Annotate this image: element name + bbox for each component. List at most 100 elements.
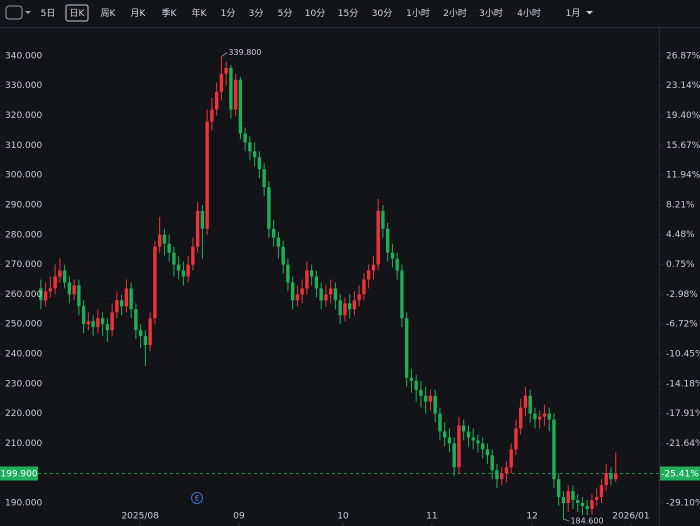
tab[interactable]: 月K xyxy=(131,8,147,19)
toolbar-icon-arrow xyxy=(25,11,31,14)
candle-body xyxy=(414,380,418,390)
candle-body xyxy=(314,276,319,289)
candle-body xyxy=(385,228,390,253)
candle-body xyxy=(538,416,542,420)
candle-body xyxy=(276,237,281,247)
range-select[interactable]: 1月 xyxy=(566,8,581,19)
candle-body xyxy=(518,407,523,429)
y-tick-label: 230.000 xyxy=(5,379,42,389)
y-tick-label: 270.000 xyxy=(5,260,42,270)
candle-body xyxy=(205,121,209,229)
x-tick-label: 2025/08 xyxy=(121,512,159,522)
candle-body xyxy=(542,413,547,417)
plot xyxy=(38,56,659,520)
tab[interactable]: 3小时 xyxy=(479,7,503,19)
candle-body xyxy=(362,279,366,295)
tab[interactable]: 周K xyxy=(101,8,117,19)
candle-body xyxy=(214,91,219,110)
y2-tick-label: -6.72% xyxy=(666,320,698,330)
candle-body xyxy=(110,312,114,331)
candle-body xyxy=(466,431,471,438)
candle-body xyxy=(523,395,528,408)
tab[interactable]: 15分 xyxy=(338,8,358,19)
candle-body xyxy=(480,443,485,450)
candle-body xyxy=(590,500,594,509)
tab-selected-box xyxy=(65,4,89,22)
y-tick-label: 250.000 xyxy=(5,320,42,330)
y2-tick-label: 8.21% xyxy=(666,200,695,210)
candle-body xyxy=(447,437,452,444)
candle-body xyxy=(343,303,347,316)
candle-body xyxy=(91,321,95,328)
candle-body xyxy=(210,109,214,122)
event-icon[interactable] xyxy=(191,492,203,504)
candle-body xyxy=(381,210,385,229)
candle-body xyxy=(395,258,399,271)
candle-body xyxy=(77,285,81,307)
tab[interactable]: 30分 xyxy=(372,8,392,19)
candle-body xyxy=(561,497,566,504)
candle-body xyxy=(338,300,342,316)
candle-body xyxy=(238,79,243,134)
y2-tick-label: 23.14% xyxy=(666,81,700,91)
candle-body xyxy=(547,413,551,420)
candle-body xyxy=(347,303,352,310)
candle-body xyxy=(309,270,314,277)
candle-body xyxy=(115,300,119,313)
candle-body xyxy=(533,413,537,420)
y2-tick-label: -17.91% xyxy=(666,409,700,419)
tab[interactable]: 季K xyxy=(162,7,178,19)
candle-body xyxy=(257,157,262,170)
tab[interactable]: 4小时 xyxy=(517,7,541,19)
candle-body xyxy=(442,431,447,438)
tab[interactable]: 1小时 xyxy=(406,7,430,19)
candle-body xyxy=(105,324,110,331)
tab[interactable]: 日K xyxy=(70,8,86,19)
candle-body xyxy=(490,455,494,471)
tab[interactable]: 2小时 xyxy=(443,7,467,19)
candle-body xyxy=(499,473,504,480)
candle-body xyxy=(404,318,409,378)
y2-tick-label: -2.98% xyxy=(666,290,698,300)
candle-body xyxy=(371,264,376,271)
candle-body xyxy=(138,330,143,337)
y2-tick-label: -29.10% xyxy=(666,498,700,508)
event-label: E xyxy=(195,495,199,503)
tab[interactable]: 5分 xyxy=(278,8,293,19)
candle-body xyxy=(305,270,309,289)
tab[interactable]: 10分 xyxy=(305,8,325,19)
candle-body xyxy=(328,288,333,295)
candle-body xyxy=(119,300,124,307)
y-tick-label: 220.000 xyxy=(5,409,42,419)
x-tick-label: 09 xyxy=(233,512,245,522)
tab[interactable]: 1分 xyxy=(221,8,236,19)
candle-body xyxy=(504,467,509,474)
tab[interactable]: 年K xyxy=(192,7,208,19)
tab[interactable]: 5日 xyxy=(41,8,56,19)
candle-body xyxy=(514,428,518,450)
candle-body xyxy=(324,294,328,301)
candle-body xyxy=(333,288,338,301)
candle-body xyxy=(48,288,53,292)
y-tick-label: 210.000 xyxy=(5,439,42,449)
y-tick-label: 280.000 xyxy=(5,230,42,240)
y-tick-label: 310.000 xyxy=(5,141,42,151)
candle-body xyxy=(419,389,423,396)
candle-body xyxy=(129,288,133,310)
candle-body xyxy=(43,291,48,301)
candle-body xyxy=(100,318,105,325)
candle-body xyxy=(195,210,200,247)
y2-tick-label: 19.40% xyxy=(666,111,700,121)
x-tick-label: 12 xyxy=(526,512,537,522)
toolbar-icon[interactable] xyxy=(5,5,23,20)
candle-body xyxy=(148,318,152,346)
candle-body xyxy=(200,210,205,229)
last-price-label: 199.900 xyxy=(0,470,37,480)
tab[interactable]: 3分 xyxy=(249,8,264,19)
candle-body xyxy=(319,288,323,301)
y-tick-label: 300.000 xyxy=(5,171,42,181)
candle-body xyxy=(390,252,395,259)
candle-body xyxy=(352,300,357,310)
